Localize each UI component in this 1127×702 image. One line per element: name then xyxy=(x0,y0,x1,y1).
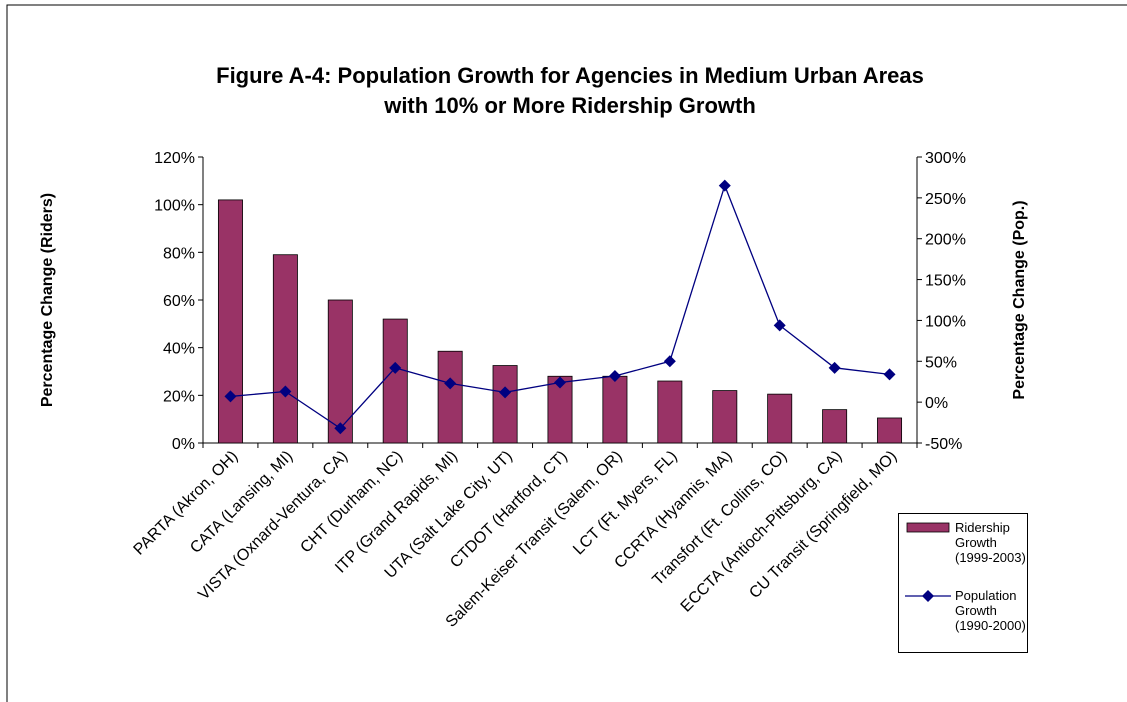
bar xyxy=(822,409,848,444)
y2-tick-label: 50% xyxy=(925,354,957,371)
legend-label: Population Growth (1990-2000) xyxy=(955,588,1026,633)
bar xyxy=(437,350,463,444)
legend-item: Population Growth (1990-2000) xyxy=(899,588,1029,648)
y2-tick-label: -50% xyxy=(925,436,962,453)
y2-tick-label: 300% xyxy=(925,150,966,167)
line-marker xyxy=(334,422,347,435)
y2-tick-label: 250% xyxy=(925,191,966,208)
legend-swatch xyxy=(906,522,950,533)
y2-tick-label: 150% xyxy=(925,273,966,290)
chart-title: Figure A-4: Population Growth for Agenci… xyxy=(216,63,924,88)
line-marker xyxy=(554,376,566,389)
x-tick-label: PARTA (Akron, OH) xyxy=(131,448,242,559)
bar xyxy=(382,318,408,444)
line-marker xyxy=(389,361,402,374)
line-marker xyxy=(828,361,841,374)
line-marker xyxy=(773,319,786,332)
y-axis-label: Percentage Change (Riders) xyxy=(39,193,56,407)
bar xyxy=(602,375,628,444)
y-tick-label: 0% xyxy=(172,436,195,453)
chart-frame xyxy=(6,4,1127,702)
y2-tick-label: 100% xyxy=(925,313,966,330)
legend-label: Ridership Growth (1999-2003) xyxy=(955,520,1026,565)
legend-item: Ridership Growth (1999-2003) xyxy=(899,520,1029,580)
x-tick-label: LCT (Ft. Myers, FL) xyxy=(570,448,680,558)
bar xyxy=(272,254,298,444)
y-tick-label: 60% xyxy=(163,293,195,310)
line-marker xyxy=(279,385,292,398)
line-marker xyxy=(499,386,512,399)
y-tick-label: 40% xyxy=(163,341,195,358)
y-tick-label: 120% xyxy=(154,150,195,167)
bar xyxy=(712,390,738,444)
legend-swatch xyxy=(905,590,951,602)
bar xyxy=(492,365,518,444)
line-marker xyxy=(663,355,676,368)
bar xyxy=(327,299,353,444)
y2-tick-label: 200% xyxy=(925,232,966,249)
bar xyxy=(767,393,793,444)
line-marker xyxy=(883,368,896,381)
y-tick-label: 80% xyxy=(163,245,195,262)
line-marker xyxy=(444,377,457,390)
y-tick-label: 20% xyxy=(163,388,195,405)
line-marker xyxy=(224,390,237,403)
bar xyxy=(217,199,243,444)
line-marker xyxy=(718,179,731,192)
y2-axis-label: Percentage Change (Pop.) xyxy=(1011,200,1028,399)
x-tick-label: CHT (Durham, NC) xyxy=(297,448,406,557)
y2-tick-label: 0% xyxy=(925,395,948,412)
chart-title: with 10% or More Ridership Growth xyxy=(383,93,756,118)
bar xyxy=(877,417,903,444)
line-marker xyxy=(608,369,621,382)
bar xyxy=(657,380,683,444)
x-tick-label: CATA (Lansing, MI) xyxy=(187,448,296,557)
y-tick-label: 100% xyxy=(154,198,195,215)
legend: Ridership Growth (1999-2003) Population G… xyxy=(898,513,1028,653)
